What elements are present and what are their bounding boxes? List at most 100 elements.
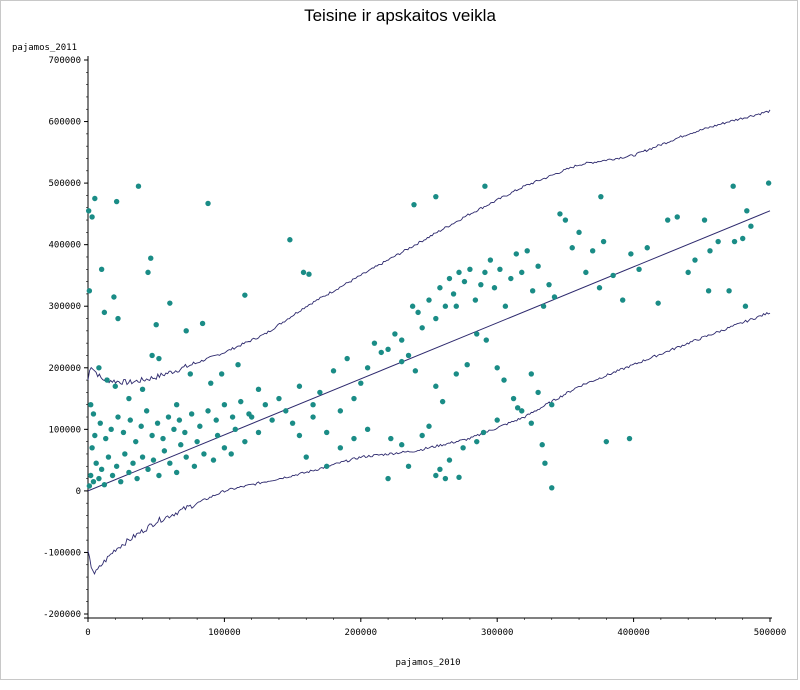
data-point xyxy=(442,475,449,482)
upper-limit-line xyxy=(87,109,771,386)
data-point xyxy=(324,429,330,436)
data-point xyxy=(510,395,517,402)
data-point xyxy=(188,411,195,417)
data-point xyxy=(742,303,749,309)
data-point xyxy=(171,426,177,433)
data-point xyxy=(461,278,468,285)
data-point xyxy=(287,237,293,243)
data-point xyxy=(456,269,462,276)
data-point xyxy=(139,454,146,460)
data-point xyxy=(731,238,738,245)
data-point xyxy=(96,365,102,371)
data-point xyxy=(90,411,97,417)
data-point xyxy=(317,389,323,396)
data-point xyxy=(514,405,521,411)
data-point xyxy=(482,269,488,276)
data-point xyxy=(433,383,439,389)
data-point xyxy=(183,328,189,334)
y-tick-label: 0 xyxy=(76,487,81,497)
data-point xyxy=(183,454,189,460)
data-point xyxy=(419,432,425,439)
data-point xyxy=(528,420,534,426)
data-point xyxy=(494,417,500,423)
data-point xyxy=(364,365,371,371)
data-point xyxy=(105,454,112,460)
data-point xyxy=(145,466,151,473)
data-point xyxy=(306,271,312,277)
data-point xyxy=(201,451,207,457)
data-point xyxy=(109,472,116,479)
data-point xyxy=(296,432,303,439)
data-point xyxy=(589,248,596,254)
data-point xyxy=(576,229,582,236)
y-tick-label: 600000 xyxy=(48,118,81,128)
data-point xyxy=(583,269,589,276)
data-point xyxy=(127,417,133,423)
data-point xyxy=(108,426,114,433)
data-point xyxy=(150,457,157,463)
data-point xyxy=(528,371,534,377)
data-point xyxy=(98,266,105,272)
data-point xyxy=(364,426,371,433)
data-point xyxy=(487,257,494,263)
data-point xyxy=(502,303,509,309)
data-point xyxy=(388,435,394,442)
data-point xyxy=(437,285,443,291)
data-point xyxy=(426,297,432,303)
data-point xyxy=(636,266,642,272)
data-point xyxy=(228,451,234,457)
data-point xyxy=(208,380,214,386)
data-point xyxy=(255,429,262,436)
data-point xyxy=(351,435,357,442)
data-point xyxy=(415,309,421,316)
data-point xyxy=(491,285,498,291)
data-point xyxy=(337,408,344,414)
data-point xyxy=(156,472,162,479)
data-point xyxy=(399,337,405,343)
data-point xyxy=(104,377,110,383)
data-point xyxy=(665,217,671,223)
data-point xyxy=(161,448,168,454)
data-point xyxy=(446,457,453,463)
x-tick-label: 100000 xyxy=(208,628,241,638)
data-point xyxy=(176,417,183,423)
data-point xyxy=(433,472,439,479)
data-point xyxy=(344,355,350,362)
data-point xyxy=(705,288,712,294)
data-point xyxy=(143,408,150,414)
data-point xyxy=(557,211,563,217)
data-point xyxy=(160,435,166,442)
data-point xyxy=(310,402,316,408)
data-point xyxy=(453,371,459,377)
data-point xyxy=(546,281,552,288)
data-point xyxy=(205,200,211,207)
data-point xyxy=(167,300,173,306)
data-point xyxy=(296,383,303,389)
data-point xyxy=(501,377,507,383)
data-point xyxy=(255,386,262,393)
data-point xyxy=(88,472,94,479)
data-point xyxy=(238,398,244,405)
x-tick-label: 300000 xyxy=(481,628,514,638)
data-point xyxy=(173,469,180,476)
data-point xyxy=(101,309,108,316)
data-point xyxy=(194,438,200,445)
y-tick-label: 300000 xyxy=(48,302,81,312)
data-point xyxy=(765,180,772,186)
data-point xyxy=(300,269,307,276)
data-point xyxy=(115,414,121,420)
data-point xyxy=(133,438,139,445)
data-point xyxy=(562,217,569,223)
data-point xyxy=(330,368,337,374)
data-point xyxy=(126,395,132,402)
data-point xyxy=(113,463,120,469)
data-point xyxy=(478,281,484,288)
data-point xyxy=(351,395,357,402)
data-point xyxy=(472,297,479,303)
data-point xyxy=(182,429,188,436)
data-point xyxy=(337,445,344,451)
data-point xyxy=(551,294,558,300)
data-point xyxy=(218,371,225,377)
data-point xyxy=(173,402,180,408)
data-point xyxy=(210,457,217,463)
